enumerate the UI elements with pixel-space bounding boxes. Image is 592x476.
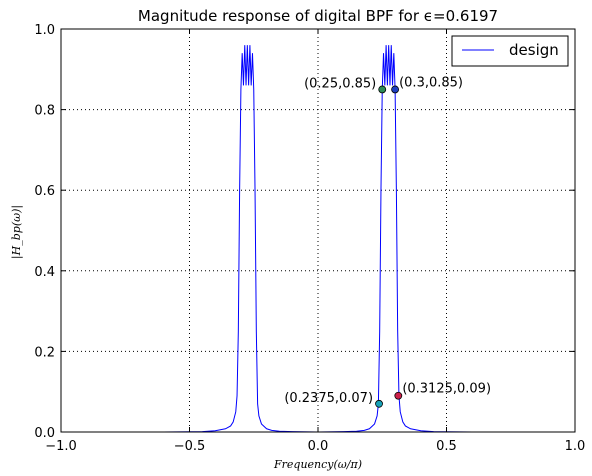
annotation-point-0 <box>378 85 387 94</box>
legend-box <box>451 35 569 67</box>
y-tick-label: 0.0 <box>34 426 55 441</box>
y-tick-label: 0.6 <box>34 184 55 199</box>
ticks: −1.0 −0.5 0.0 0.5 1.0 0.0 0.2 0.4 0.6 0.8 1.0 <box>34 23 585 454</box>
annotation-label-3: (0.3125,0.09) <box>402 382 491 397</box>
y-tick-label: 1.0 <box>34 23 55 38</box>
legend: design <box>451 35 569 67</box>
grid <box>61 29 575 432</box>
y-axis-label: |H_bp(ω)| <box>10 205 24 259</box>
annotation-label-1: (0.3,0.85) <box>399 75 463 90</box>
y-tick-label: 0.2 <box>34 345 55 360</box>
annotation-label-2: (0.2375,0.07) <box>284 391 373 406</box>
legend-label-design: design <box>509 41 559 59</box>
x-tick-label: −0.5 <box>174 439 206 454</box>
x-tick-label: 0.5 <box>436 439 457 454</box>
annotation-point-1 <box>391 85 400 94</box>
annotation-label-0: (0.25,0.85) <box>304 76 376 91</box>
x-axis-label: Frequency(ω/π) <box>273 458 362 471</box>
x-tick-label: 0.0 <box>308 439 329 454</box>
x-tick-label: 1.0 <box>565 439 586 454</box>
annotation-point-3 <box>394 391 403 400</box>
annotation-point-2 <box>375 399 383 408</box>
y-tick-label: 0.4 <box>34 265 55 280</box>
annotations: (0.25,0.85) (0.3,0.85) (0.2375,0.07) (0.312… <box>284 75 491 408</box>
y-tick-label: 0.8 <box>34 104 55 119</box>
x-tick-label: −1.0 <box>45 439 77 454</box>
chart-title: Magnitude response of digital BPF for ϵ=… <box>138 7 498 25</box>
